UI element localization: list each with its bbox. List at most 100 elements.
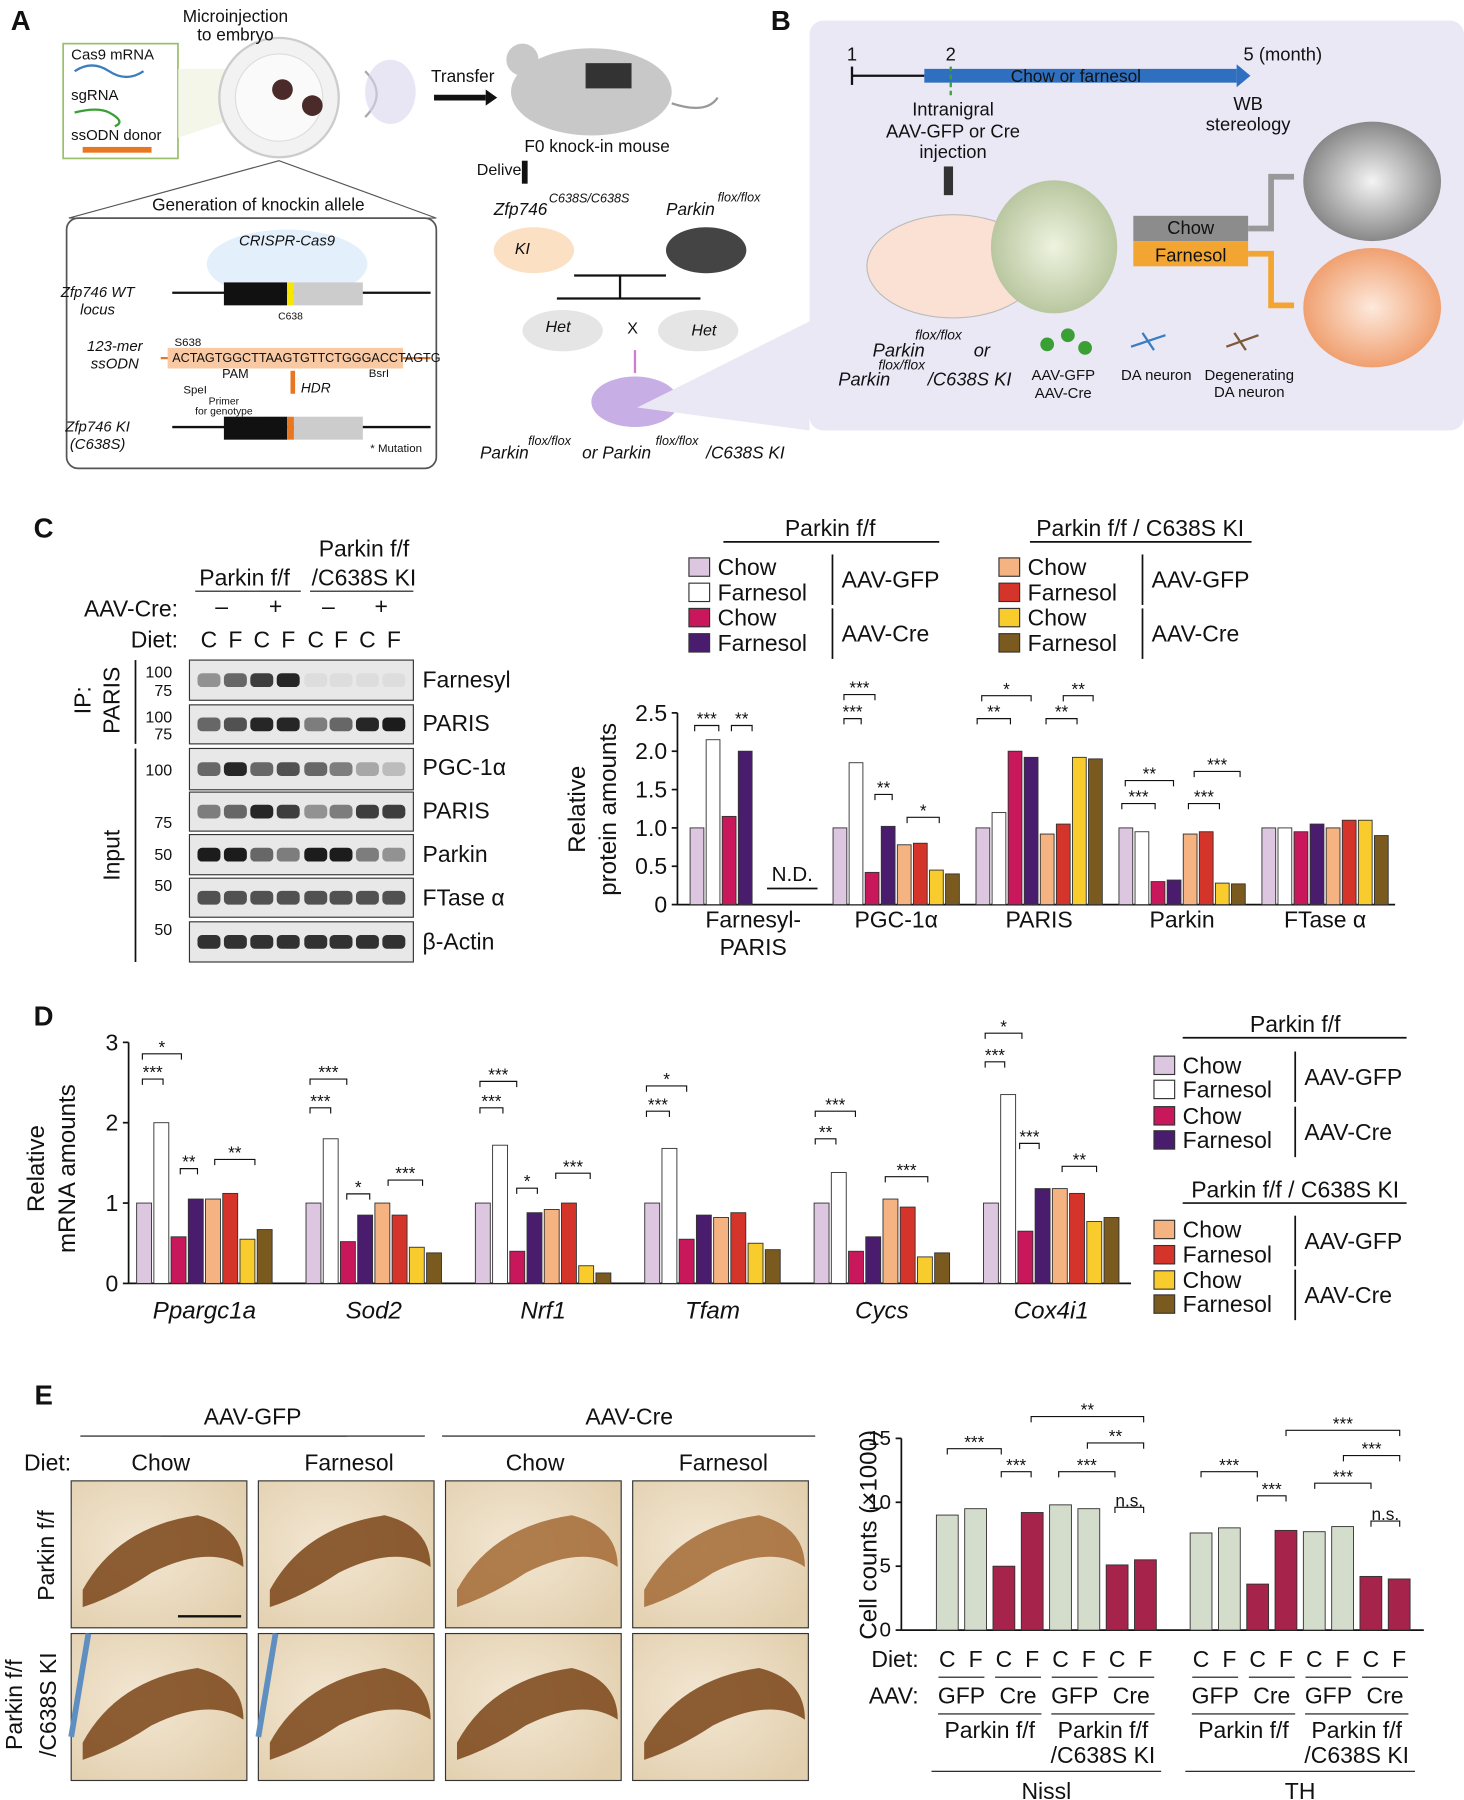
row-label: Diet: xyxy=(871,1646,918,1672)
bar xyxy=(1069,1192,1085,1284)
blot-band xyxy=(329,762,353,777)
significance-bracket xyxy=(1124,780,1175,787)
panel-b-text: AAV-GFP xyxy=(1032,367,1096,384)
bar xyxy=(1000,1094,1017,1284)
bar xyxy=(899,1206,916,1284)
bar xyxy=(136,1202,153,1284)
blot-band xyxy=(382,804,406,819)
stained-region xyxy=(456,1667,618,1760)
diet-label: C xyxy=(1249,1646,1266,1672)
legend-label: Farnesol xyxy=(1028,579,1117,605)
blot-label: 50 xyxy=(154,846,172,864)
image-label: AAV-GFP xyxy=(204,1404,302,1430)
blot-label: F xyxy=(387,626,401,652)
legend-header: Parkin f/f xyxy=(785,515,876,541)
bar xyxy=(170,1236,187,1284)
significance-label: *** xyxy=(318,1062,338,1082)
bar xyxy=(764,1249,781,1284)
blot-band xyxy=(197,804,221,819)
bar xyxy=(305,1202,322,1284)
significance-bracket xyxy=(1000,1471,1032,1478)
blot-band xyxy=(382,847,406,862)
significance-label: ** xyxy=(819,1122,833,1142)
legend-swatch xyxy=(1153,1294,1176,1314)
genotype-label: Parkin f/f xyxy=(1311,1717,1402,1743)
blot-band xyxy=(304,762,328,777)
image-label: Farnesol xyxy=(679,1450,768,1476)
bar xyxy=(339,1241,356,1284)
legend-swatch xyxy=(998,633,1021,653)
significance-label: *** xyxy=(395,1163,415,1183)
blot-band xyxy=(304,673,328,688)
blot-band xyxy=(223,717,247,732)
panel-b-text: stereology xyxy=(1206,113,1292,134)
blot-band xyxy=(276,717,300,732)
y-tick-label: 1 xyxy=(106,1190,119,1216)
bar xyxy=(1150,881,1166,906)
blot-label: C xyxy=(201,626,218,652)
bar xyxy=(1134,1559,1157,1631)
legend-group: AAV-GFP xyxy=(1304,1228,1402,1254)
panel-a-text: * Mutation xyxy=(370,443,422,455)
y-axis-label: Cell counts (×1000) xyxy=(856,1430,883,1640)
significance-bracket xyxy=(981,695,1032,702)
significance-label: ** xyxy=(1071,679,1085,699)
x-tick-label: FTase α xyxy=(1284,908,1366,933)
bar xyxy=(205,1198,221,1284)
x-tick-label: PARIS xyxy=(1006,908,1073,933)
legend-swatch xyxy=(1153,1106,1176,1126)
legend-swatch xyxy=(998,557,1021,577)
significance-label: ** xyxy=(1073,1149,1087,1169)
blot-band xyxy=(382,890,406,905)
image-label: Parkin f/f xyxy=(33,1510,59,1601)
significance-bracket xyxy=(984,1061,1006,1068)
bar xyxy=(945,873,960,906)
group-label: Nissl xyxy=(1021,1778,1071,1800)
bar xyxy=(1274,1529,1298,1631)
significance-label: ** xyxy=(735,709,749,729)
blot-band xyxy=(355,890,379,905)
significance-bracket xyxy=(346,1193,371,1200)
panel-b-art xyxy=(637,20,1464,431)
bar xyxy=(689,827,705,906)
significance-label: *** xyxy=(481,1091,501,1111)
bar xyxy=(1077,1508,1101,1631)
blot-label: C xyxy=(359,626,376,652)
bar xyxy=(896,844,912,906)
group-label: TH xyxy=(1285,1778,1316,1800)
significance-label: *** xyxy=(648,1094,668,1114)
significance-label: * xyxy=(524,1171,531,1191)
bar xyxy=(1055,823,1071,906)
panel-a-text: Transfer xyxy=(431,66,495,86)
image-label: AAV-Cre xyxy=(585,1404,673,1430)
image-label: Chow xyxy=(131,1450,190,1476)
bar xyxy=(1088,758,1103,906)
significance-label: *** xyxy=(488,1064,508,1084)
blot-band xyxy=(355,717,379,732)
blot-band xyxy=(355,673,379,688)
y-tick-label: 2.0 xyxy=(635,738,667,764)
diet-label: F xyxy=(969,1646,983,1672)
bar xyxy=(1034,1188,1051,1284)
significance-bracket xyxy=(1019,1142,1040,1150)
blot-band xyxy=(355,847,379,862)
panel-a-text: CRISPR-Cas9 xyxy=(239,233,335,250)
panel-a-text: C638 xyxy=(278,311,303,322)
significance-bracket xyxy=(1121,802,1156,810)
legend-label: Chow xyxy=(1183,1267,1242,1293)
significance-bracket xyxy=(479,1080,518,1088)
genotype-label: /C638S KI xyxy=(1304,1742,1409,1768)
stained-region xyxy=(456,1515,618,1608)
blot-band xyxy=(304,935,328,949)
bar xyxy=(1217,1527,1241,1631)
bar xyxy=(1325,827,1341,906)
bar xyxy=(509,1250,526,1284)
panel-b-text: AAV-GFP or Cre xyxy=(886,120,1020,141)
y-tick-label: 3 xyxy=(106,1029,119,1055)
significance-bracket xyxy=(141,1053,182,1060)
significance-label: * xyxy=(1000,1016,1007,1036)
y-tick-label: 5 xyxy=(880,1555,892,1578)
blot-label: + xyxy=(269,593,282,619)
significance-bracket xyxy=(1342,1455,1401,1462)
bar xyxy=(1103,1217,1120,1284)
